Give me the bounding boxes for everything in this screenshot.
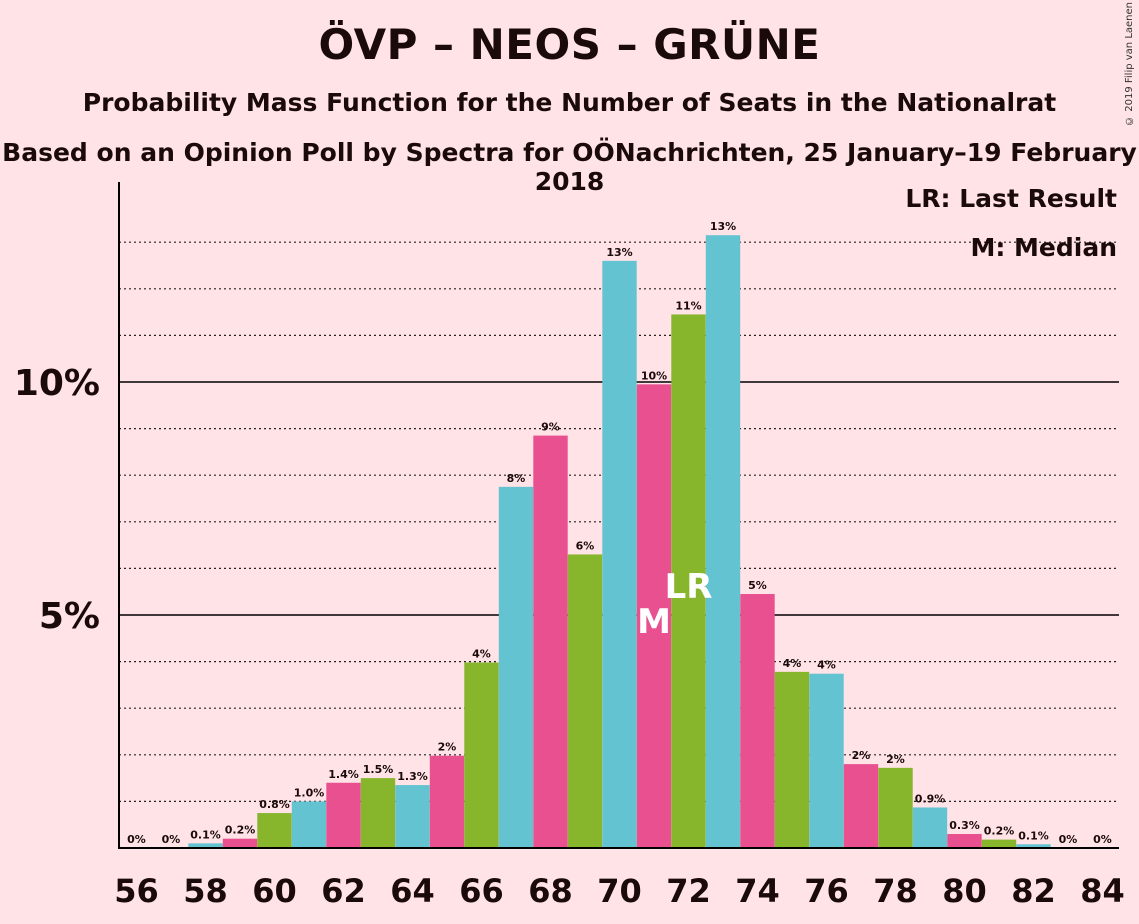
bar-seat-80 [947,834,981,848]
data-label-seat-81: 0.2% [984,825,1015,838]
bar-seat-69 [568,554,602,848]
bar-seat-60 [257,813,291,848]
data-label-seat-67: 8% [507,472,526,485]
bar-seat-79 [913,807,947,848]
bar-seat-67 [499,487,533,848]
bar-seat-68 [533,436,567,848]
bar-seat-73 [706,235,740,848]
x-tick-label: 64 [390,872,435,910]
x-tick-label: 74 [735,872,780,910]
data-label-seat-77: 2% [852,749,871,762]
bar-seat-63 [361,778,395,848]
data-label-seat-74: 5% [748,579,767,592]
data-label-seat-80: 0.3% [949,819,980,832]
data-label-seat-73: 13% [710,220,736,233]
data-label-seat-82: 0.1% [1018,829,1049,842]
x-tick-label: 78 [873,872,918,910]
x-tick-label: 72 [666,872,711,910]
data-label-seat-70: 13% [606,246,632,259]
data-label-seat-60: 0.8% [259,798,290,811]
data-label-seat-56: 0% [127,833,146,846]
bar-seat-59 [223,839,257,848]
median-marker: M [637,602,671,642]
data-label-seat-62: 1.4% [328,768,359,781]
bar-seat-76 [809,674,843,848]
x-tick-label: 82 [1011,872,1056,910]
data-label-seat-78: 2% [886,753,905,766]
legend-median: M: Median [970,233,1117,262]
bar-seat-78 [878,768,912,848]
legend-last-result: LR: Last Result [905,184,1117,213]
data-label-seat-65: 2% [438,741,457,754]
data-label-seat-75: 4% [783,657,802,670]
bar-seat-66 [464,663,498,848]
bar-seat-64 [395,785,429,848]
x-tick-label: 80 [942,872,987,910]
y-tick-label: 10% [14,363,100,404]
x-tick-label: 58 [183,872,228,910]
data-label-seat-57: 0% [162,833,181,846]
data-label-seat-68: 9% [541,421,560,434]
data-label-seat-63: 1.5% [363,763,394,776]
bar-seat-62 [326,783,360,848]
x-tick-label: 66 [459,872,504,910]
bar-seat-70 [602,261,636,848]
data-label-seat-64: 1.3% [397,770,428,783]
data-label-seat-69: 6% [576,539,595,552]
bar-seat-74 [740,594,774,848]
data-label-seat-66: 4% [472,648,491,661]
x-tick-label: 56 [114,872,159,910]
bar-seat-77 [844,764,878,848]
y-tick-label: 5% [39,596,100,637]
x-tick-label: 62 [321,872,366,910]
data-label-seat-79: 0.9% [915,792,946,805]
bar-seat-65 [430,756,464,848]
data-label-seat-72: 11% [675,299,701,312]
data-label-seat-76: 4% [817,659,836,672]
data-label-seat-61: 1.0% [294,786,325,799]
x-tick-label: 76 [804,872,849,910]
data-label-seat-71: 10% [641,369,667,382]
data-label-seat-84: 0% [1093,833,1112,846]
x-tick-label: 60 [252,872,297,910]
data-label-seat-83: 0% [1059,833,1078,846]
data-label-seat-58: 0.1% [190,828,221,841]
x-tick-label: 68 [528,872,573,910]
bar-seat-81 [982,840,1016,848]
bar-seat-75 [775,672,809,848]
data-label-seat-59: 0.2% [225,824,256,837]
x-tick-label: 70 [597,872,642,910]
bar-seat-61 [292,801,326,848]
last-result-marker: LR [665,567,713,607]
x-tick-label: 84 [1080,872,1125,910]
